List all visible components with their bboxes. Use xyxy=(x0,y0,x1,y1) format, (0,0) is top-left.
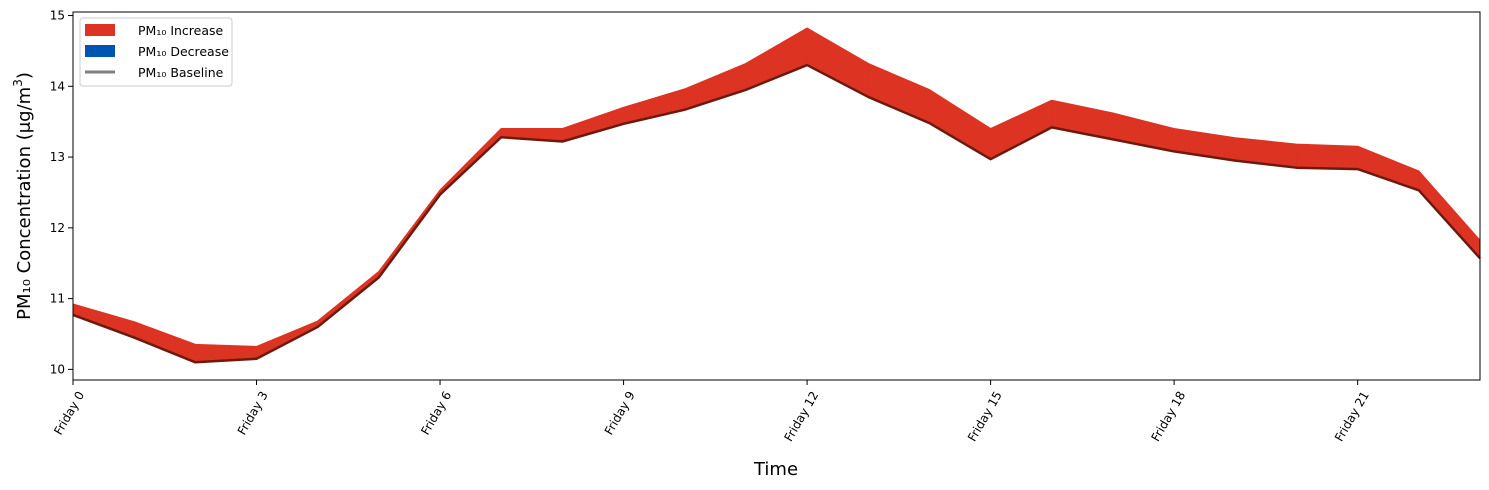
legend-box xyxy=(79,17,233,87)
y-tick-label: 14 xyxy=(50,79,65,93)
y-tick-label: 13 xyxy=(50,150,65,164)
y-tick-label: 11 xyxy=(50,292,65,306)
x-axis-title: Time xyxy=(753,459,798,480)
legend-baseline-label: PM₁₀ Baseline xyxy=(138,65,224,80)
y-tick-label: 15 xyxy=(50,9,65,23)
y-tick-label: 12 xyxy=(50,221,65,235)
y-tick-label: 10 xyxy=(50,362,65,376)
legend-decrease-swatch xyxy=(85,45,115,57)
legend-decrease-label: PM₁₀ Decrease xyxy=(138,44,229,59)
legend: PM₁₀ Increase PM₁₀ Decrease PM₁₀ Baselin… xyxy=(79,17,233,87)
legend-increase-swatch xyxy=(85,24,115,36)
legend-increase-label: PM₁₀ Increase xyxy=(138,23,224,38)
y-axis-title: PM₁₀ Concentration (μg/m3) xyxy=(11,72,35,320)
plot-area xyxy=(72,27,1481,364)
y-axis: 10 11 12 13 14 15 xyxy=(50,9,73,376)
baseline-line xyxy=(72,63,1481,364)
axes-frame xyxy=(72,11,1481,381)
increase-upper-line xyxy=(72,27,1481,348)
increase-band-segment xyxy=(1296,144,1358,170)
